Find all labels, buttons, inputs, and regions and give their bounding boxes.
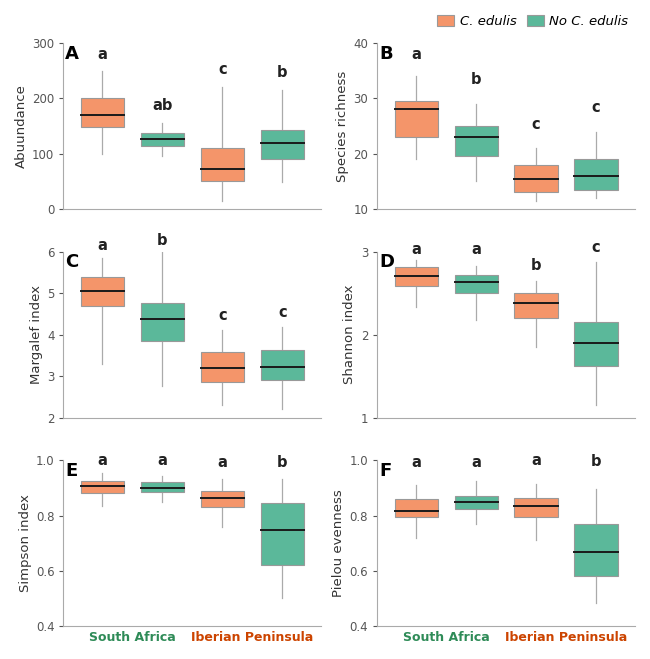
- Text: b: b: [277, 455, 287, 470]
- Bar: [454, 496, 498, 509]
- Text: a: a: [411, 242, 421, 256]
- Text: c: c: [592, 240, 601, 255]
- Bar: [201, 491, 244, 507]
- Text: c: c: [592, 100, 601, 115]
- Text: a: a: [531, 453, 541, 469]
- Y-axis label: Margalef index: Margalef index: [30, 285, 43, 384]
- Bar: [261, 130, 304, 159]
- Text: a: a: [98, 238, 107, 253]
- Bar: [81, 277, 124, 306]
- Y-axis label: Abuundance: Abuundance: [15, 84, 28, 168]
- Text: b: b: [471, 72, 482, 87]
- Text: a: a: [217, 455, 228, 470]
- Bar: [141, 482, 184, 492]
- Bar: [141, 304, 184, 341]
- Text: c: c: [532, 117, 540, 132]
- Text: b: b: [157, 233, 168, 248]
- Bar: [261, 351, 304, 380]
- Y-axis label: Species richness: Species richness: [336, 71, 349, 182]
- Bar: [454, 275, 498, 293]
- Text: a: a: [471, 455, 481, 470]
- Text: c: c: [218, 308, 227, 323]
- Text: a: a: [157, 453, 167, 469]
- Text: E: E: [65, 462, 77, 480]
- Text: D: D: [379, 253, 394, 272]
- Text: a: a: [98, 453, 107, 469]
- Text: B: B: [379, 45, 393, 63]
- Y-axis label: Shannon index: Shannon index: [343, 285, 356, 384]
- Bar: [515, 293, 558, 318]
- Legend: C. edulis, No C. edulis: C. edulis, No C. edulis: [432, 10, 634, 34]
- Bar: [454, 126, 498, 156]
- Bar: [395, 500, 437, 517]
- Text: C: C: [65, 253, 79, 272]
- Y-axis label: Simpson index: Simpson index: [19, 494, 32, 592]
- Bar: [81, 481, 124, 493]
- Bar: [515, 165, 558, 192]
- Bar: [395, 267, 437, 287]
- Text: a: a: [411, 455, 421, 470]
- Text: c: c: [218, 63, 227, 77]
- Text: c: c: [278, 305, 287, 320]
- Text: b: b: [531, 258, 541, 273]
- Text: ab: ab: [152, 98, 172, 113]
- Text: A: A: [65, 45, 79, 63]
- Text: b: b: [591, 454, 601, 469]
- Bar: [575, 159, 618, 190]
- Bar: [575, 524, 618, 576]
- Text: a: a: [471, 242, 481, 256]
- Text: b: b: [277, 65, 287, 80]
- Y-axis label: Pielou evenness: Pielou evenness: [332, 489, 345, 597]
- Bar: [141, 132, 184, 146]
- Text: F: F: [379, 462, 391, 480]
- Bar: [395, 101, 437, 137]
- Bar: [201, 352, 244, 382]
- Bar: [201, 148, 244, 181]
- Bar: [515, 498, 558, 517]
- Bar: [575, 322, 618, 366]
- Text: a: a: [98, 47, 107, 63]
- Bar: [81, 98, 124, 127]
- Bar: [261, 503, 304, 565]
- Text: a: a: [411, 47, 421, 63]
